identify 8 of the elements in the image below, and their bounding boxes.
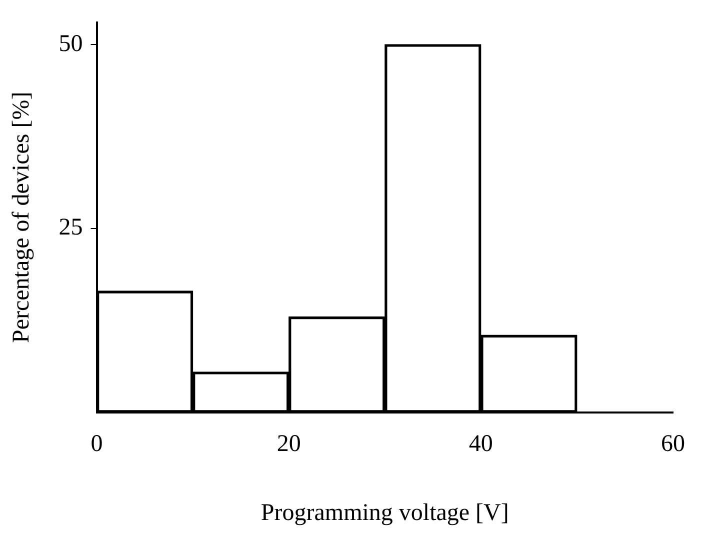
x-tick-label: 20: [276, 431, 301, 458]
x-tick-label: 60: [661, 431, 685, 458]
y-axis-title: Percentage of devices [%]: [8, 92, 35, 343]
y-tick-label: 50: [58, 30, 83, 57]
x-tick-label: 0: [90, 431, 103, 458]
x-axis-title: Programming voltage [V]: [260, 500, 509, 526]
y-tick-label: 25: [58, 214, 83, 241]
x-tick-label: 40: [468, 431, 493, 458]
